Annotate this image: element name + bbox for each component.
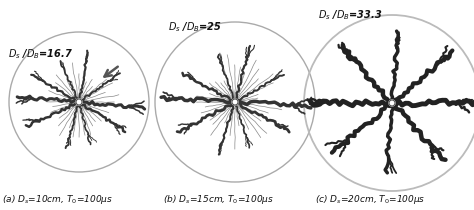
Text: $D_s$ /$D_B$=33.3: $D_s$ /$D_B$=33.3	[318, 8, 383, 22]
Text: $D_s$ /$D_B$=25: $D_s$ /$D_B$=25	[168, 20, 222, 34]
Text: (b) $D_s$=15cm, $T_0$=100μs: (b) $D_s$=15cm, $T_0$=100μs	[163, 193, 274, 206]
Circle shape	[232, 99, 238, 105]
Text: (a) $D_s$=10cm, $T_0$=100μs: (a) $D_s$=10cm, $T_0$=100μs	[2, 193, 113, 206]
Circle shape	[389, 100, 395, 106]
Text: $D_s$ /$D_B$=16.7: $D_s$ /$D_B$=16.7	[8, 47, 73, 61]
Text: (c) $D_s$=20cm, $T_0$=100μs: (c) $D_s$=20cm, $T_0$=100μs	[315, 193, 426, 206]
Circle shape	[76, 99, 82, 105]
